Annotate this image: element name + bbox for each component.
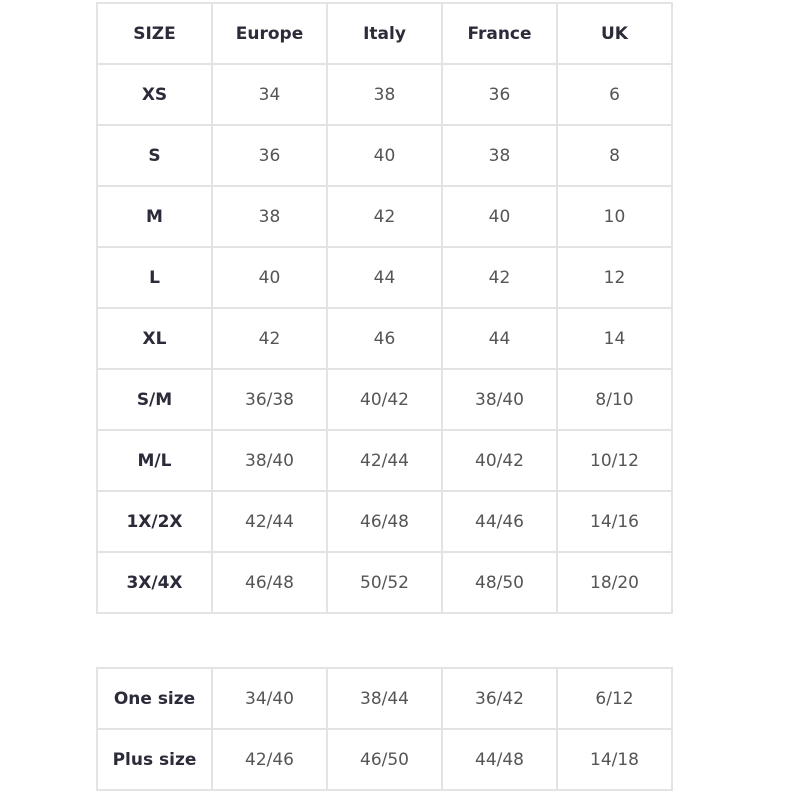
size-value-cell: 34/40 [211, 667, 328, 730]
column-header: Italy [326, 2, 443, 65]
size-label-cell: M [96, 185, 213, 248]
table-row: M/L 38/40 42/44 40/42 10/12 [96, 429, 673, 492]
size-value-cell: 36/38 [211, 368, 328, 431]
size-value-cell: 38 [441, 124, 558, 187]
table-row: XL 42 46 44 14 [96, 307, 673, 370]
size-label-cell: XS [96, 63, 213, 126]
size-value-cell: 40 [326, 124, 443, 187]
size-conversion-table: SIZE Europe Italy France UK XS 34 38 36 6 S 36 40 38 8… [96, 2, 673, 614]
table-row: S/M 36/38 40/42 38/40 8/10 [96, 368, 673, 431]
column-header: Europe [211, 2, 328, 65]
size-value-cell: 36/42 [441, 667, 558, 730]
size-label-cell: XL [96, 307, 213, 370]
table-row: 1X/2X 42/44 46/48 44/46 14/16 [96, 490, 673, 553]
column-header: France [441, 2, 558, 65]
size-value-cell: 8 [556, 124, 673, 187]
size-label-cell: L [96, 246, 213, 309]
size-value-cell: 36 [441, 63, 558, 126]
size-value-cell: 42 [326, 185, 443, 248]
table-row: XS 34 38 36 6 [96, 63, 673, 126]
size-value-cell: 10 [556, 185, 673, 248]
size-value-cell: 38 [326, 63, 443, 126]
size-value-cell: 44/46 [441, 490, 558, 553]
size-label-cell: One size [96, 667, 213, 730]
size-value-cell: 42/44 [326, 429, 443, 492]
size-value-cell: 14 [556, 307, 673, 370]
size-label-cell: M/L [96, 429, 213, 492]
size-value-cell: 44 [326, 246, 443, 309]
size-value-cell: 6/12 [556, 667, 673, 730]
size-value-cell: 46 [326, 307, 443, 370]
size-value-cell: 8/10 [556, 368, 673, 431]
size-value-cell: 46/50 [326, 728, 443, 791]
table-row: Plus size 42/46 46/50 44/48 14/18 [96, 728, 673, 791]
table-row: One size 34/40 38/44 36/42 6/12 [96, 667, 673, 730]
size-value-cell: 46/48 [326, 490, 443, 553]
size-value-cell: 40 [441, 185, 558, 248]
size-value-cell: 40/42 [326, 368, 443, 431]
table-row: S 36 40 38 8 [96, 124, 673, 187]
size-value-cell: 46/48 [211, 551, 328, 614]
size-label-cell: 3X/4X [96, 551, 213, 614]
size-value-cell: 38/40 [211, 429, 328, 492]
size-value-cell: 38/40 [441, 368, 558, 431]
size-value-cell: 42 [441, 246, 558, 309]
size-value-cell: 42/46 [211, 728, 328, 791]
size-value-cell: 48/50 [441, 551, 558, 614]
size-label-cell: 1X/2X [96, 490, 213, 553]
size-value-cell: 42 [211, 307, 328, 370]
size-value-cell: 10/12 [556, 429, 673, 492]
size-value-cell: 38/44 [326, 667, 443, 730]
table-row: 3X/4X 46/48 50/52 48/50 18/20 [96, 551, 673, 614]
size-value-cell: 14/16 [556, 490, 673, 553]
size-label-cell: S [96, 124, 213, 187]
column-header: UK [556, 2, 673, 65]
size-value-cell: 36 [211, 124, 328, 187]
size-value-cell: 38 [211, 185, 328, 248]
size-value-cell: 42/44 [211, 490, 328, 553]
header-row: SIZE Europe Italy France UK [96, 2, 673, 65]
size-value-cell: 40/42 [441, 429, 558, 492]
table-row: M 38 42 40 10 [96, 185, 673, 248]
size-label-cell: S/M [96, 368, 213, 431]
size-value-cell: 34 [211, 63, 328, 126]
size-value-cell: 14/18 [556, 728, 673, 791]
size-label-cell: Plus size [96, 728, 213, 791]
size-value-cell: 12 [556, 246, 673, 309]
size-value-cell: 50/52 [326, 551, 443, 614]
size-value-cell: 18/20 [556, 551, 673, 614]
table-row: L 40 44 42 12 [96, 246, 673, 309]
column-header: SIZE [96, 2, 213, 65]
special-size-table: One size 34/40 38/44 36/42 6/12 Plus size 42/4… [96, 667, 673, 791]
size-value-cell: 40 [211, 246, 328, 309]
size-value-cell: 44/48 [441, 728, 558, 791]
size-value-cell: 44 [441, 307, 558, 370]
size-value-cell: 6 [556, 63, 673, 126]
